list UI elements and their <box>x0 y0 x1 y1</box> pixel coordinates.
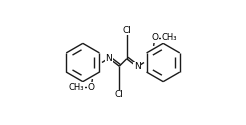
Text: N: N <box>105 54 112 63</box>
Text: CH₃: CH₃ <box>69 83 84 92</box>
Text: O: O <box>151 33 158 42</box>
Text: Cl: Cl <box>115 90 124 99</box>
Text: Cl: Cl <box>122 26 131 35</box>
Text: CH₃: CH₃ <box>162 33 177 42</box>
Text: N: N <box>134 62 141 71</box>
Text: O: O <box>88 83 95 92</box>
